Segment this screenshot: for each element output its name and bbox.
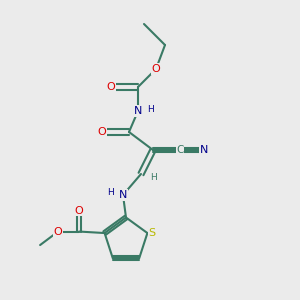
Text: O: O <box>152 64 160 74</box>
Text: O: O <box>54 226 62 236</box>
Text: H: H <box>107 188 114 197</box>
Text: S: S <box>148 228 155 238</box>
Text: O: O <box>98 127 106 137</box>
Text: C: C <box>176 145 184 155</box>
Text: O: O <box>106 82 116 92</box>
Text: N: N <box>119 190 127 200</box>
Text: O: O <box>75 206 83 215</box>
Text: N: N <box>134 106 142 116</box>
Text: H: H <box>150 172 157 182</box>
Text: N: N <box>200 145 208 155</box>
Text: H: H <box>147 105 154 114</box>
